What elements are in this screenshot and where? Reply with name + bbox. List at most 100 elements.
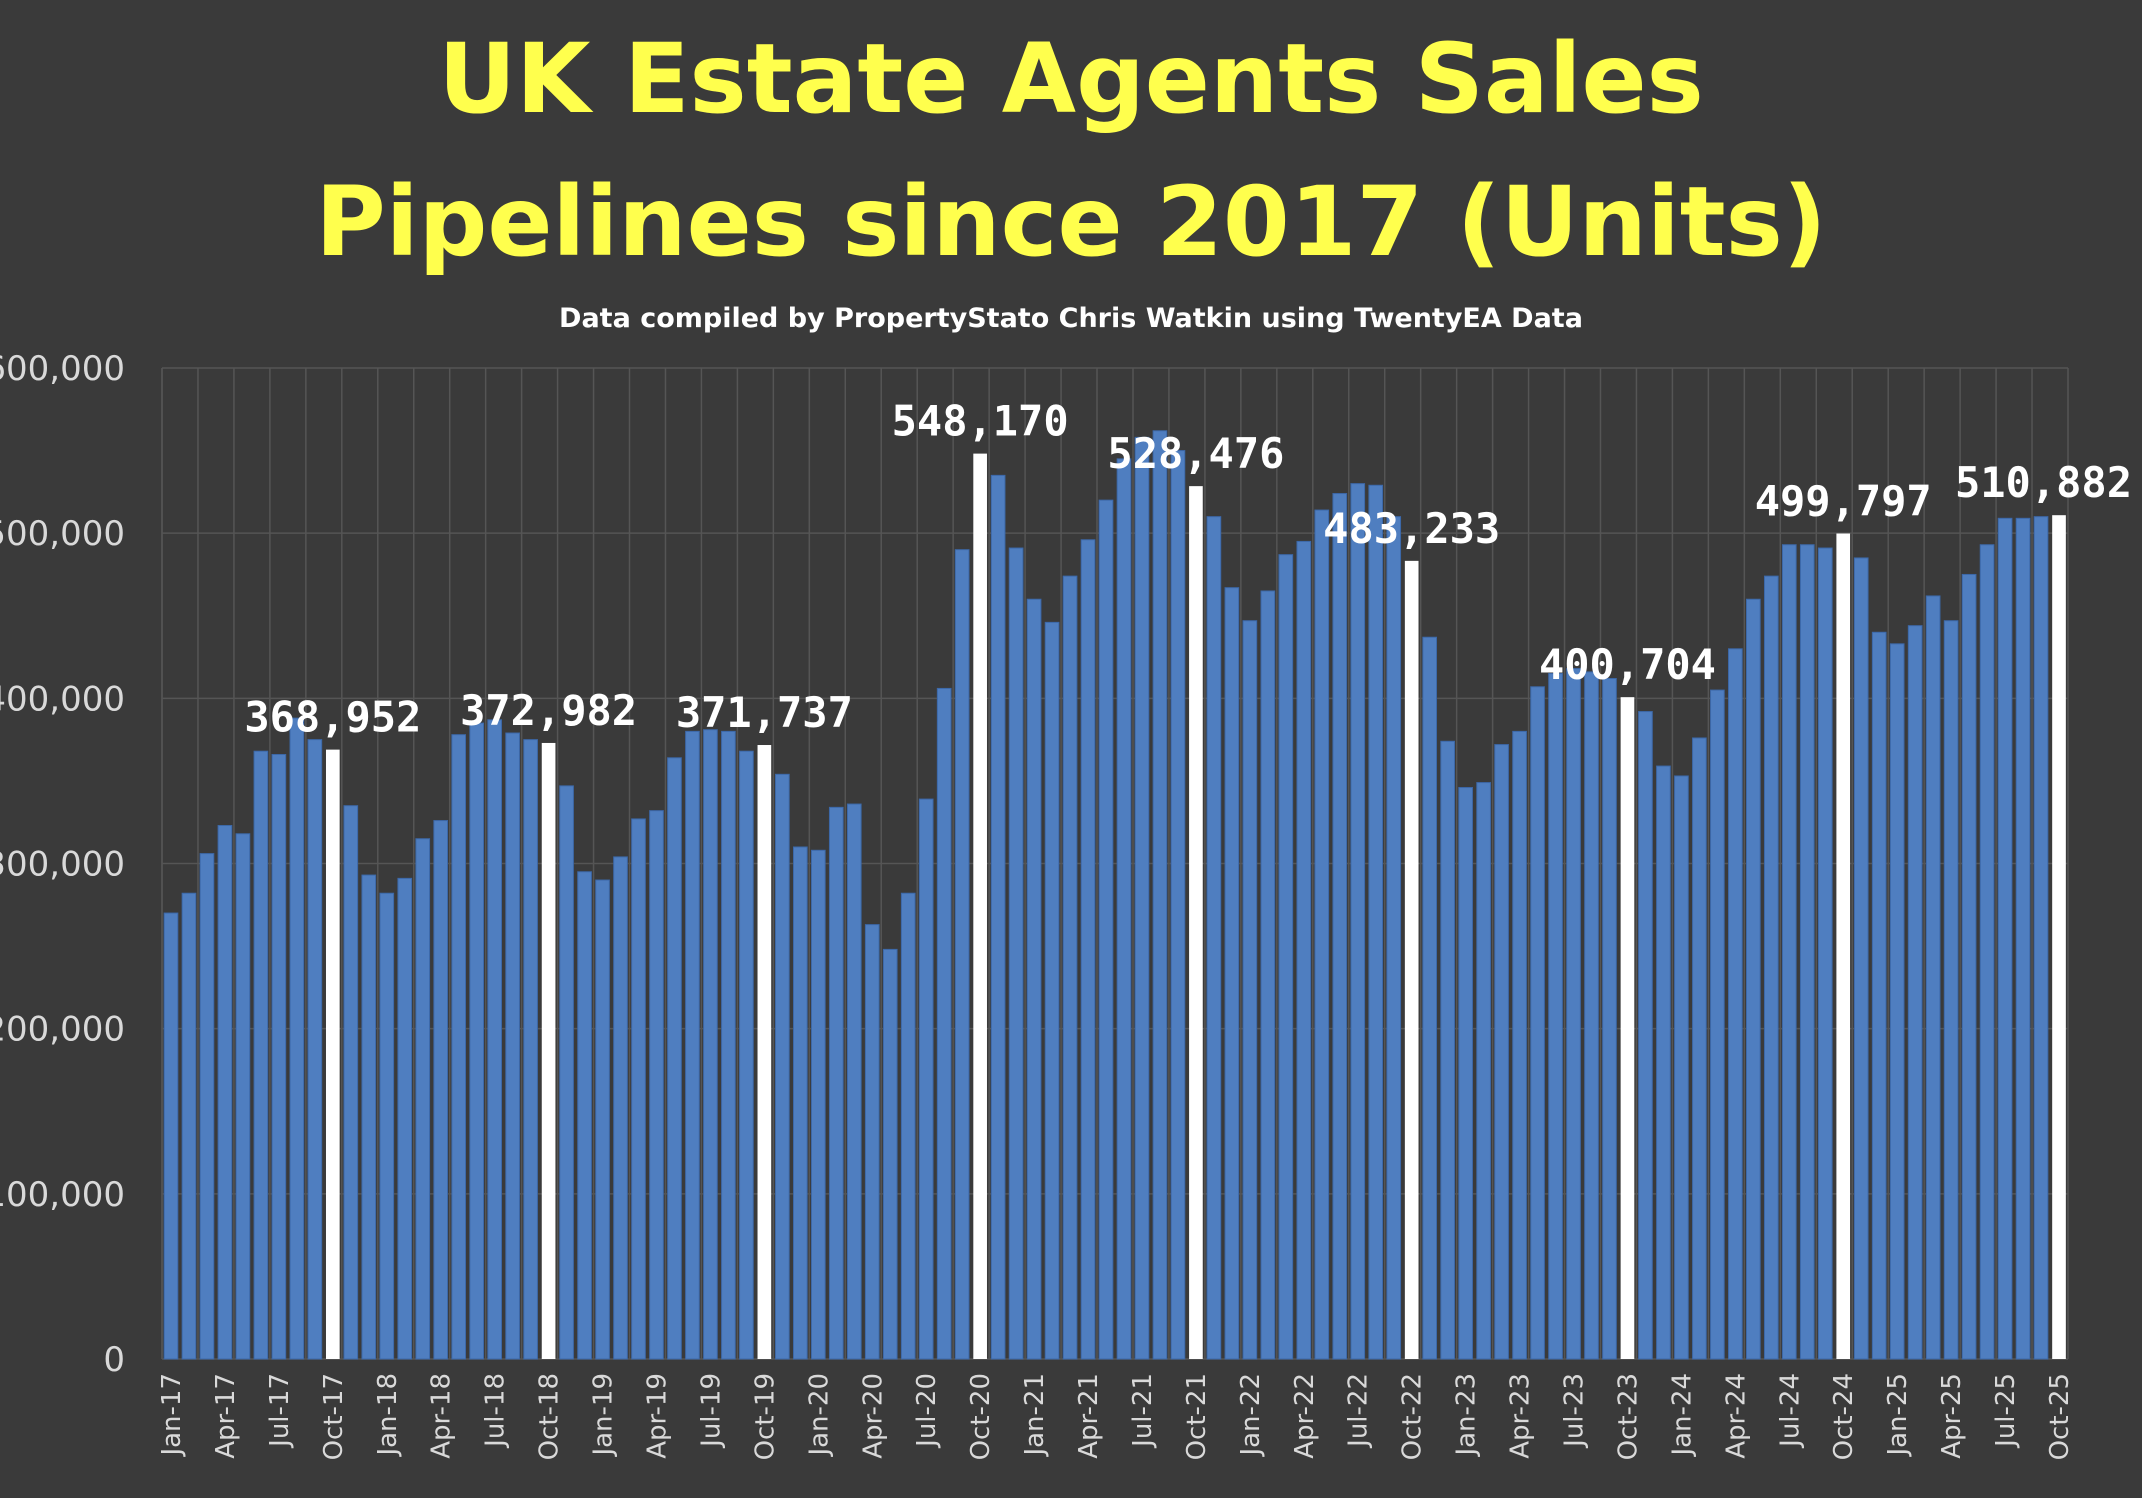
bar-Jun-21 (1116, 458, 1132, 1360)
bar-Dec-17 (361, 874, 377, 1360)
chart-title-line-2: Pipelines since 2017 (Units) (315, 166, 1826, 278)
bar-Jun-17 (253, 750, 269, 1360)
bar-Jul-21 (1134, 436, 1150, 1360)
bar-Jun-23 (1548, 673, 1563, 1360)
x-tick-label: Apr-17 (211, 1373, 241, 1459)
bar-Aug-24 (1799, 544, 1815, 1360)
bar-Aug-25 (2015, 517, 2031, 1360)
x-tick-label: Apr-25 (1937, 1373, 1967, 1459)
x-tick-label: Jan-19 (589, 1373, 619, 1458)
bar-Sep-20 (954, 549, 970, 1360)
bar-Jul-22 (1350, 483, 1366, 1360)
data-label-Oct-23: 400,704 (1539, 640, 1716, 689)
x-tick-label: Jan-17 (157, 1373, 187, 1458)
bar-Mar-17 (199, 853, 215, 1360)
y-tick-label: 500,000 (0, 514, 125, 554)
bar-Jan-23 (1458, 787, 1473, 1360)
bar-Feb-19 (613, 856, 628, 1360)
x-tick-label: Jan-18 (373, 1373, 403, 1458)
x-tick-label: Oct-23 (1613, 1373, 1643, 1460)
bar-Feb-20 (828, 806, 844, 1360)
x-tick-label: Apr-18 (427, 1373, 457, 1459)
bar-Apr-25 (1943, 620, 1959, 1360)
bar-highlight-Oct-23 (1620, 697, 1635, 1359)
x-tick-label: Jan-20 (804, 1373, 834, 1458)
x-tick-label: Oct-17 (319, 1373, 349, 1460)
x-tick-label: Jan-22 (1236, 1373, 1266, 1458)
bar-Nov-24 (1853, 557, 1869, 1360)
bar-Jul-17 (271, 753, 287, 1360)
bar-Aug-20 (936, 687, 952, 1360)
x-tick-label: Oct-21 (1182, 1373, 1212, 1460)
bar-Jun-18 (469, 722, 485, 1360)
bar-May-20 (882, 948, 898, 1360)
bar-highlight-Oct-19 (757, 745, 772, 1359)
y-tick-label: 600,000 (0, 349, 125, 389)
bar-highlight-Oct-25 (2052, 515, 2066, 1359)
bar-Dec-24 (1871, 631, 1887, 1360)
x-tick-label: Jul-19 (696, 1373, 726, 1449)
bar-Nov-23 (1638, 711, 1653, 1360)
x-tick-label: Jan-24 (1667, 1373, 1697, 1458)
bar-Sep-17 (307, 739, 323, 1360)
bar-Sep-23 (1602, 678, 1617, 1360)
data-label-Oct-19: 371,737 (676, 688, 853, 737)
bar-Jul-25 (1997, 517, 2013, 1360)
x-tick-label: Jul-21 (1128, 1373, 1158, 1449)
bar-Jan-19 (595, 879, 610, 1360)
bar-Jan-21 (1026, 598, 1042, 1360)
x-tick-label: Jul-20 (912, 1373, 942, 1449)
data-label-Oct-17: 368,952 (244, 693, 421, 742)
bar-Sep-22 (1386, 516, 1402, 1360)
bar-Mar-19 (631, 818, 646, 1360)
chart-subtitle: Data compiled by PropertyStato Chris Wat… (559, 303, 1583, 334)
bar-Jan-18 (379, 892, 395, 1360)
bar-May-21 (1098, 499, 1114, 1360)
bar-Dec-23 (1656, 765, 1671, 1360)
bar-Aug-18 (505, 732, 520, 1360)
bar-Feb-24 (1692, 737, 1707, 1360)
bar-highlight-Oct-18 (541, 742, 556, 1359)
x-tick-label: Apr-19 (642, 1373, 672, 1459)
data-label-Oct-24: 499,797 (1755, 477, 1932, 526)
x-tick-label: Jan-23 (1452, 1373, 1482, 1458)
bar-Mar-18 (415, 838, 431, 1360)
bar-Aug-21 (1152, 430, 1168, 1360)
data-label-Oct-22: 483,233 (1323, 504, 1500, 553)
bar-Sep-19 (739, 750, 754, 1360)
bar-Apr-19 (649, 810, 664, 1360)
x-tick-label: Apr-22 (1290, 1373, 1320, 1459)
x-tick-label: Oct-18 (535, 1373, 565, 1460)
y-tick-label: 300,000 (0, 845, 125, 885)
chart-title-line-1: UK Estate Agents Sales (438, 23, 1704, 135)
bar-Nov-20 (990, 474, 1006, 1360)
x-tick-label: Jul-25 (1991, 1373, 2021, 1449)
x-tick-label: Jan-21 (1020, 1373, 1050, 1458)
x-tick-label: Jul-18 (481, 1373, 511, 1449)
bar-highlight-Oct-21 (1189, 486, 1203, 1360)
y-tick-label: 0 (103, 1340, 125, 1380)
bar-Jul-23 (1566, 668, 1581, 1360)
bar-Dec-18 (577, 871, 592, 1360)
bar-Apr-18 (433, 820, 449, 1360)
y-tick-label: 200,000 (0, 1010, 125, 1050)
bar-Mar-23 (1494, 744, 1509, 1360)
bar-Mar-24 (1710, 689, 1725, 1360)
bar-Feb-25 (1907, 625, 1923, 1360)
data-labels: 368,952 372,982 371,737 548,170 528,476 483,2… (244, 397, 2132, 742)
bar-Dec-22 (1440, 740, 1455, 1360)
y-tick-label: 100,000 (0, 1175, 125, 1215)
bars (163, 430, 2066, 1360)
bar-Jan-24 (1674, 775, 1689, 1360)
bar-Sep-18 (523, 739, 538, 1360)
x-tick-label: Apr-24 (1721, 1373, 1751, 1459)
bar-May-22 (1314, 509, 1330, 1360)
bar-highlight-Oct-20 (973, 453, 987, 1359)
y-axis-ticks: 0 100,000 200,000 300,000 400,000 500,000 600,… (0, 349, 125, 1380)
bar-Sep-25 (2033, 516, 2049, 1360)
gridlines (161, 367, 2069, 1360)
bar-highlight-Oct-22 (1404, 560, 1419, 1359)
bar-Apr-21 (1080, 539, 1096, 1360)
bar-Nov-22 (1422, 636, 1438, 1360)
